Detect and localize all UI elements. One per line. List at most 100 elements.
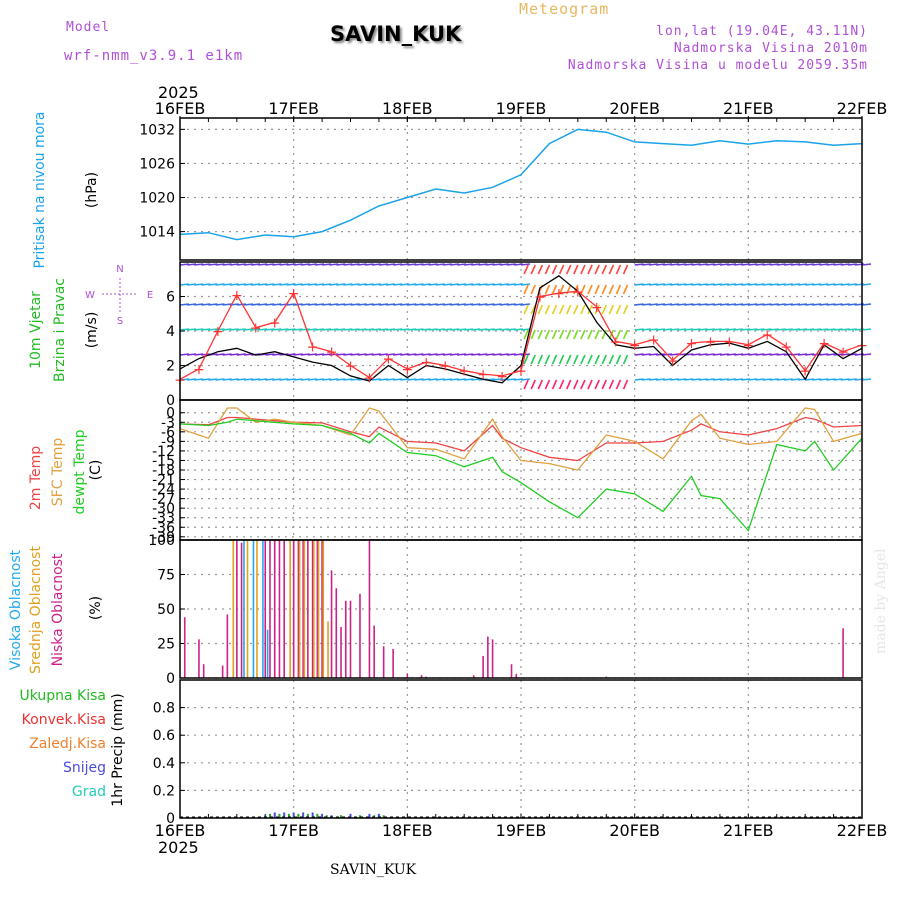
- wind-arrow: [622, 379, 629, 390]
- wind-arrow: [608, 379, 615, 390]
- wind-gust-marker: +: [742, 338, 754, 354]
- temp-ytick-label: -12: [152, 444, 175, 460]
- wind-arrow: [601, 354, 607, 365]
- compass-n-label: N: [116, 264, 123, 275]
- temp-ytick-label: -21: [152, 473, 175, 489]
- wind-gust-marker: +: [629, 338, 641, 354]
- wind-arrow: [587, 379, 593, 390]
- wind-arrow: [573, 329, 579, 340]
- wind-arrow: [615, 354, 622, 365]
- wind-ytick-label: 4: [166, 324, 175, 340]
- temp-ytick-label: -3: [161, 415, 175, 431]
- wind-arrow: [608, 264, 615, 275]
- coords-label: lon,lat (19.04E, 43.11N): [656, 24, 868, 39]
- wind-ylabel-1: 10m Vjetar: [28, 291, 44, 369]
- wind-arrow: [601, 329, 607, 340]
- wind-arrow: [622, 329, 629, 340]
- cloud-unit: (%): [88, 596, 104, 620]
- wind-arrow: [615, 264, 622, 275]
- wind-arrow: [520, 283, 531, 286]
- wind-arrow: [587, 284, 593, 295]
- wind-gust-marker: +: [648, 333, 660, 349]
- compass-s-label: S: [117, 316, 123, 327]
- model-elevation-label: Nadmorska Visina u modelu 2059.35m: [567, 58, 868, 73]
- precip-ytick-label: 0: [166, 811, 175, 827]
- wind-arrow: [544, 284, 551, 295]
- precip-ytick-label: 0.4: [153, 756, 175, 772]
- wind-gust-marker: +: [401, 362, 413, 378]
- wind-arrow: [520, 263, 531, 266]
- wind-arrow: [537, 264, 544, 275]
- wind-arrows: [179, 263, 872, 390]
- wind-ytick-label: 2: [166, 359, 175, 375]
- wind-arrow: [565, 354, 572, 365]
- wind-arrow: [558, 379, 565, 390]
- wind-arrow: [587, 304, 593, 315]
- cloud-ytick-label: 75: [157, 568, 175, 584]
- precip-ytick-label: 0.8: [153, 701, 175, 717]
- product-title: Meteogram: [519, 0, 610, 18]
- wind-arrow: [537, 329, 544, 340]
- wind-arrow: [861, 303, 872, 306]
- precip-legend-3: Snijeg: [63, 760, 106, 776]
- wind-arrow: [530, 304, 536, 315]
- temp-ytick-label: -39: [152, 530, 175, 546]
- wind-arrow: [580, 354, 586, 365]
- wind-gust-marker: +: [818, 336, 830, 352]
- wind-arrow: [622, 264, 629, 275]
- x-tick-label-top: 19FEB: [496, 99, 547, 118]
- temp-ytick-label: -24: [152, 482, 175, 498]
- panel-frame-4: [179, 679, 863, 819]
- wind-gust-marker: +: [515, 364, 527, 380]
- pressure-ytick-label: 1032: [139, 122, 175, 138]
- wind-gust-marker: +: [799, 364, 811, 380]
- wind-arrow: [523, 329, 529, 340]
- wind-arrow: [861, 263, 872, 266]
- wind-arrow: [594, 284, 600, 295]
- temp-ytick-label: -18: [152, 463, 175, 479]
- wind-gust-marker: +: [231, 288, 243, 304]
- temp-ylabel-1: 2m Temp: [28, 446, 44, 510]
- wind-arrow: [622, 354, 629, 365]
- footer-station: SAVIN_KUK: [330, 862, 417, 878]
- wind-arrow: [861, 328, 872, 331]
- wind-arrow: [544, 264, 551, 275]
- wind-gust-marker: +: [250, 321, 262, 337]
- wind-arrow: [544, 304, 551, 315]
- cloud-ylabel-3: Niska Oblacnost: [50, 553, 66, 666]
- compass-e-label: E: [147, 290, 153, 301]
- year-bottom: 2025: [158, 838, 199, 857]
- wind-arrow: [587, 264, 593, 275]
- cloud-ylabel-1: Visoka Oblacnost: [8, 549, 24, 670]
- precip-ytick-label: 0.2: [153, 783, 175, 799]
- wind-gust-marker: +: [667, 353, 679, 369]
- wind-arrow: [580, 379, 586, 390]
- wind-gust-marker: +: [705, 334, 717, 350]
- pressure-line: [179, 128, 863, 241]
- wind-arrow: [520, 303, 531, 306]
- pressure-ytick-label: 1020: [139, 191, 175, 207]
- x-tick-label-bottom: 19FEB: [496, 821, 547, 840]
- x-tick-label-top: 22FEB: [837, 99, 888, 118]
- wind-arrow: [580, 264, 586, 275]
- x-tick-label-bottom: 17FEB: [268, 821, 319, 840]
- cloud-ytick-label: 50: [157, 602, 175, 618]
- wind-gust-marker: +: [496, 369, 508, 385]
- wind-arrow: [573, 354, 579, 365]
- x-tick-label-top: 17FEB: [268, 99, 319, 118]
- wind-gust-marker: +: [345, 359, 357, 375]
- wind-arrow: [601, 304, 607, 315]
- wind-gust-line: [179, 290, 863, 380]
- wind-gust-marker: +: [553, 286, 565, 302]
- wind-arrow: [594, 329, 600, 340]
- panel-grid-4: [293, 680, 749, 818]
- wind-arrow: [573, 304, 579, 315]
- precip-ylabel: 1hr Precip (mm): [110, 693, 126, 806]
- wind-arrow: [523, 304, 529, 315]
- wind-arrow: [573, 264, 579, 275]
- precip-legend-2: Zaledj.Kisa: [29, 736, 106, 752]
- wind-gust-marker: +: [761, 327, 773, 343]
- wind-arrow: [520, 378, 531, 381]
- temp-ytick-label: -9: [161, 434, 175, 450]
